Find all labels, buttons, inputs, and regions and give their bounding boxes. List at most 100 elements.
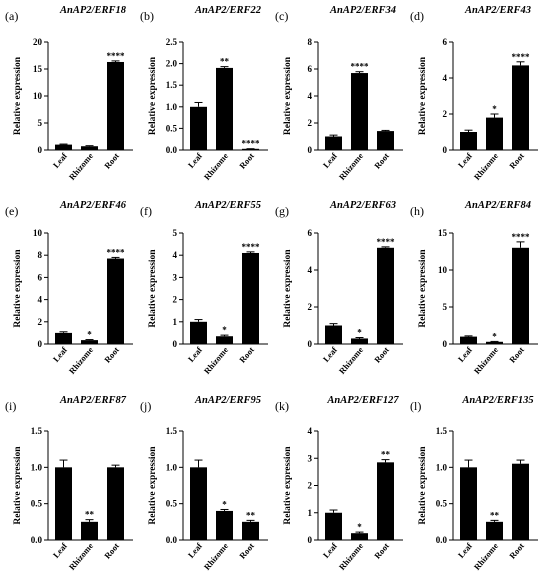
y-tick-label: 4 bbox=[38, 295, 43, 305]
category-label: Rhizome bbox=[202, 541, 230, 572]
bar bbox=[55, 144, 72, 150]
panel-title: AnAP2/ERF18 bbox=[59, 5, 127, 16]
chart-panel: (c) AnAP2/ERF34 0 2 4 6 8 Relative expression Le… bbox=[275, 5, 403, 182]
y-tick-label: 0.5 bbox=[31, 499, 43, 509]
bar bbox=[512, 65, 529, 150]
y-tick-label: 2 bbox=[308, 302, 313, 312]
y-tick-label: 1.5 bbox=[31, 426, 43, 436]
y-tick-label: 4 bbox=[443, 73, 448, 83]
panel-letter: (c) bbox=[275, 9, 288, 23]
y-tick-label: 5 bbox=[443, 302, 448, 312]
category-label: Root bbox=[237, 541, 256, 561]
y-tick-label: 10 bbox=[438, 265, 448, 275]
category-label: Leaf bbox=[321, 151, 339, 170]
y-tick-label: 1.0 bbox=[436, 462, 448, 472]
significance-label: **** bbox=[242, 139, 261, 149]
y-tick-label: 2 bbox=[173, 295, 178, 305]
chart-panel: (a) AnAP2/ERF18 0 5 10 15 20 Relative expressio… bbox=[5, 5, 133, 182]
significance-label: * bbox=[222, 325, 227, 335]
y-tick-label: 0 bbox=[308, 535, 313, 545]
y-tick-label: 1.0 bbox=[166, 102, 178, 112]
y-tick-label: 2 bbox=[38, 317, 43, 327]
category-label: Rhizome bbox=[337, 151, 365, 182]
chart-panel: (b) AnAP2/ERF22 0.0 0.5 1.0 1.5 2.0 2.5 Relative… bbox=[140, 5, 268, 182]
chart-panel: (k) AnAP2/ERF127 0 1 2 3 4 Relative expression L… bbox=[275, 395, 403, 572]
chart-panel: (j) AnAP2/ERF95 0.0 0.5 1.0 1.5 Relative expre… bbox=[140, 395, 268, 572]
bar bbox=[460, 132, 477, 150]
category-label: Root bbox=[102, 151, 121, 171]
bar bbox=[190, 106, 207, 150]
y-tick-label: 8 bbox=[38, 250, 43, 260]
y-tick-label: 0.0 bbox=[31, 535, 43, 545]
bar bbox=[107, 258, 124, 344]
panel-title: AnAP2/ERF95 bbox=[194, 395, 261, 406]
y-tick-label: 15 bbox=[33, 64, 43, 74]
y-tick-label: 0 bbox=[173, 339, 178, 349]
chart-panel: (f) AnAP2/ERF55 0 1 2 3 4 5 Relative expression L… bbox=[140, 200, 268, 376]
y-tick-label: 1 bbox=[308, 508, 313, 518]
panel-title: AnAP2/ERF87 bbox=[59, 395, 127, 406]
bar bbox=[351, 533, 368, 540]
y-tick-label: 0.0 bbox=[166, 535, 178, 545]
y-tick-label: 6 bbox=[443, 37, 448, 47]
category-label: Root bbox=[237, 345, 256, 365]
bar bbox=[486, 341, 503, 344]
chart-panel: (h) AnAP2/ERF84 0 5 10 15 Relative expression L… bbox=[410, 200, 538, 376]
category-label: Leaf bbox=[456, 541, 474, 560]
y-tick-label: 2 bbox=[308, 118, 313, 128]
category-label: Leaf bbox=[51, 151, 69, 170]
bar bbox=[351, 73, 368, 150]
panel-title: AnAP2/ERF135 bbox=[461, 395, 533, 406]
significance-label: * bbox=[357, 328, 362, 338]
significance-label: **** bbox=[512, 52, 531, 62]
significance-label: **** bbox=[107, 247, 126, 257]
y-tick-label: 0 bbox=[443, 145, 448, 155]
category-label: Root bbox=[237, 151, 256, 171]
bar bbox=[81, 340, 98, 344]
panel-letter: (k) bbox=[275, 399, 289, 413]
y-tick-label: 1.5 bbox=[436, 426, 448, 436]
category-label: Root bbox=[507, 345, 526, 365]
y-tick-label: 4 bbox=[308, 91, 313, 101]
y-tick-label: 5 bbox=[38, 118, 43, 128]
y-tick-label: 4 bbox=[308, 265, 313, 275]
y-tick-label: 10 bbox=[33, 91, 43, 101]
category-label: Rhizome bbox=[202, 151, 230, 182]
y-tick-label: 2.5 bbox=[166, 37, 178, 47]
category-label: Leaf bbox=[186, 345, 204, 364]
panel-letter: (j) bbox=[140, 399, 151, 413]
bar bbox=[190, 321, 207, 344]
significance-label: ** bbox=[381, 450, 391, 460]
y-axis-label: Relative expression bbox=[13, 56, 23, 135]
y-tick-label: 0.5 bbox=[166, 123, 178, 133]
category-label: Root bbox=[102, 345, 121, 365]
bar bbox=[377, 462, 394, 540]
y-axis-label: Relative expression bbox=[283, 249, 293, 328]
panel-title: AnAP2/ERF34 bbox=[329, 5, 396, 16]
category-label: Leaf bbox=[456, 151, 474, 170]
bar bbox=[351, 338, 368, 344]
y-tick-label: 20 bbox=[33, 37, 43, 47]
y-tick-label: 1.5 bbox=[166, 80, 178, 90]
category-label: Root bbox=[372, 151, 391, 171]
significance-label: * bbox=[87, 330, 92, 340]
category-label: Leaf bbox=[186, 151, 204, 170]
bar bbox=[377, 247, 394, 344]
y-tick-label: 1.0 bbox=[166, 462, 178, 472]
significance-label: ** bbox=[246, 510, 256, 520]
category-label: Leaf bbox=[186, 541, 204, 560]
bar bbox=[81, 146, 98, 150]
category-label: Rhizome bbox=[472, 345, 500, 376]
category-label: Root bbox=[372, 345, 391, 365]
y-tick-label: 0 bbox=[308, 145, 313, 155]
y-axis-label: Relative expression bbox=[148, 446, 158, 525]
y-tick-label: 1.5 bbox=[166, 426, 178, 436]
y-tick-label: 0 bbox=[38, 339, 43, 349]
category-label: Rhizome bbox=[472, 541, 500, 572]
y-tick-label: 2 bbox=[308, 481, 313, 491]
category-label: Root bbox=[102, 541, 121, 561]
significance-label: ** bbox=[85, 510, 95, 520]
y-axis-label: Relative expression bbox=[13, 446, 23, 525]
y-tick-label: 4 bbox=[173, 250, 178, 260]
panel-title: AnAP2/ERF84 bbox=[464, 200, 531, 211]
